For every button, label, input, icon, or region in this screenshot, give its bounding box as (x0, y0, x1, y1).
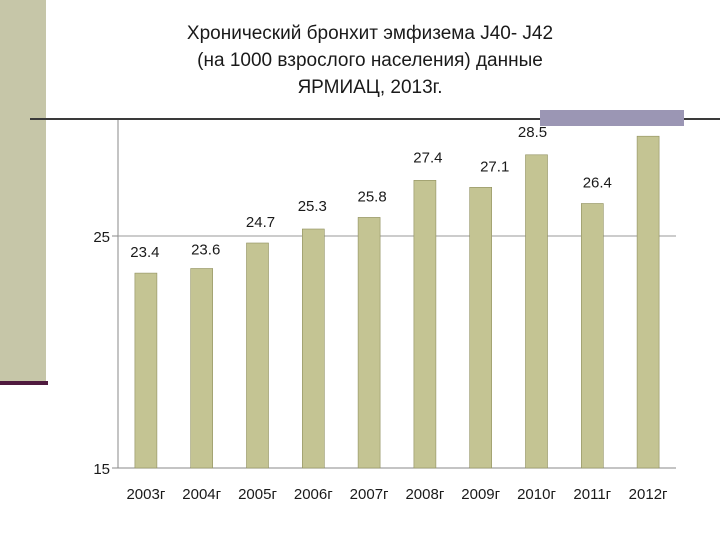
x-tick-label-2012г: 2012г (629, 486, 668, 503)
data-label-2007г: 25.8 (357, 188, 386, 205)
bar-2012г (636, 135, 660, 469)
side-decoration-underline (0, 381, 48, 385)
x-tick-label-2005г: 2005г (238, 486, 277, 503)
slide-title-line-1: Хронический бронхит эмфизема J40- J42 (186, 23, 554, 44)
bar-2009г (469, 187, 493, 469)
bar-2008г (413, 180, 437, 469)
x-tick-label-2003г: 2003г (126, 486, 165, 503)
bar-2004г (190, 268, 213, 469)
data-label-2004г: 23.6 (191, 242, 220, 259)
y-tick-label: 15 (93, 461, 110, 478)
slide-title-line-2: (на 1000 взрослого населения) данные (197, 50, 543, 71)
x-tick-label-2007г: 2007г (350, 486, 389, 503)
slide-title: Хронический бронхит эмфизема J40- J42 (н… (140, 20, 600, 101)
y-tick-label: 25 (93, 229, 110, 246)
accent-block (540, 110, 684, 126)
data-label-2008г: 27.4 (413, 149, 442, 166)
x-tick-label-2006г: 2006г (294, 486, 333, 503)
x-tick-label-2004г: 2004г (182, 486, 221, 503)
x-tick-label-2009г: 2009г (461, 486, 500, 503)
bar-2005г (246, 242, 269, 469)
bar-2010г (525, 154, 548, 469)
data-label-2011г: 26.4 (583, 175, 612, 192)
horizontal-rule (30, 118, 720, 120)
bar-2006г (301, 228, 325, 469)
bar-2007г (357, 217, 381, 469)
data-label-2009г: 27.1 (480, 158, 509, 175)
side-decoration-bar (0, 0, 46, 383)
data-label-2006г: 25.3 (298, 198, 327, 215)
data-label-2005г: 24.7 (246, 214, 275, 231)
data-label-2003г: 23.4 (130, 244, 159, 261)
x-tick-label-2011г: 2011г (573, 486, 611, 503)
slide-title-line-3: ЯРМИАЦ, 2013г. (297, 77, 443, 98)
bar-2003г (134, 272, 158, 469)
x-tick-label-2010г: 2010г (517, 486, 556, 503)
data-label-2010г: 28.5 (518, 124, 547, 141)
x-tick-label-2008г: 2008г (405, 486, 444, 503)
bar-2011г (580, 203, 604, 469)
